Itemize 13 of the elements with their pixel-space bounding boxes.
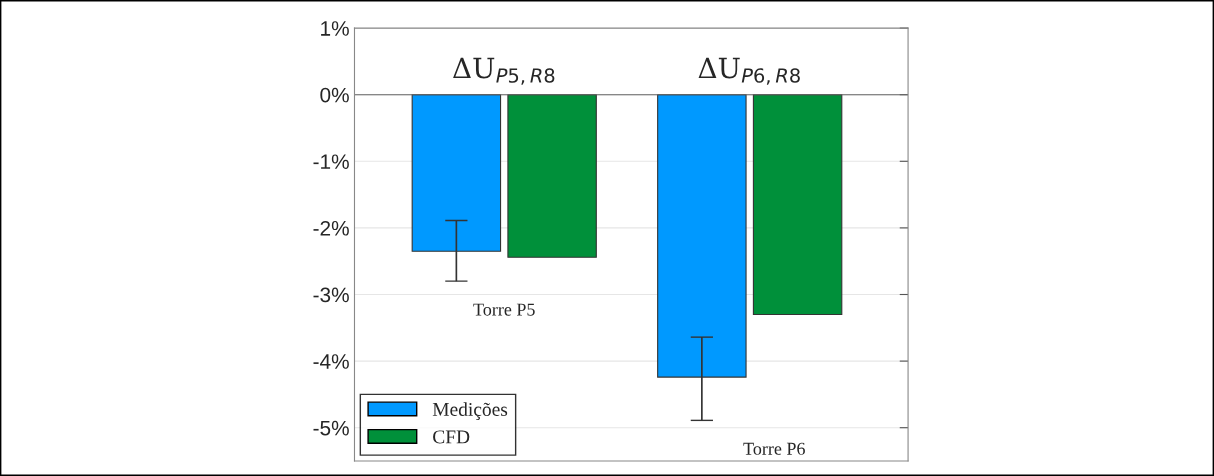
y-tick-label: -1% bbox=[313, 154, 349, 169]
legend-label: CFD bbox=[433, 430, 470, 444]
legend-label: Medições bbox=[432, 402, 508, 420]
annotation: ΔU$_{P5,R8}$ bbox=[453, 57, 555, 85]
y-tick-label: -4% bbox=[313, 354, 349, 369]
annotation: ΔU$_{P6,R8}$ bbox=[698, 57, 800, 85]
y-tick-label: -3% bbox=[313, 287, 349, 303]
y-tick-label: 0% bbox=[320, 87, 349, 103]
annotation: Torre P6 bbox=[743, 442, 805, 455]
y-tick-label: -2% bbox=[313, 220, 349, 236]
annotation: Torre P5 bbox=[473, 303, 535, 316]
y-tick-label: 1% bbox=[321, 21, 349, 36]
y-tick-label: -5% bbox=[313, 420, 349, 436]
